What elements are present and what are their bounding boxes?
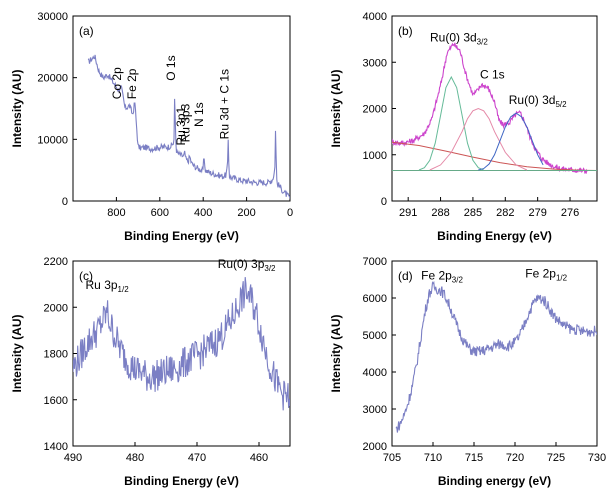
- x-tick-label: 276: [561, 207, 579, 219]
- y-tick-label: 1600: [44, 395, 68, 407]
- x-tick-label: 0: [287, 207, 293, 219]
- peak-annotation: Ru(0) 3p3/2: [218, 257, 276, 273]
- y-tick-label: 10000: [37, 134, 68, 146]
- peak-annotation: Ru(0) 3d3/2: [430, 30, 488, 46]
- peak-annotation: N 1s: [192, 102, 206, 127]
- x-tick-label: 730: [588, 452, 606, 464]
- y-tick-label: 2000: [363, 441, 387, 453]
- y-tick-label: 3000: [363, 57, 387, 69]
- x-tick-label: 725: [547, 452, 565, 464]
- y-tick-label: 4000: [363, 11, 387, 23]
- peak-annotation: Ru(0) 3d5/2: [509, 93, 567, 109]
- x-axis-title: Binding energy (eV): [438, 474, 551, 488]
- y-tick-label: 5000: [363, 330, 387, 342]
- series-line-trace: [87, 54, 290, 199]
- series-line-trace: [395, 280, 597, 433]
- y-tick-label: 1000: [363, 150, 387, 162]
- y-tick-label: 0: [381, 196, 387, 208]
- chart-panel-d: 2000 3000 4000 5000 6000 7000 705 710 715 720 725 7…: [329, 256, 606, 488]
- panel-label: (b): [398, 24, 413, 38]
- peak-annotation: O 1s: [164, 55, 178, 80]
- y-axis-title: Intensity (AU): [10, 314, 24, 392]
- y-tick-label: 2000: [363, 104, 387, 116]
- peak-annotation: C 1s: [480, 67, 505, 81]
- plot-frame: [391, 260, 598, 447]
- series-line-background: [392, 141, 597, 171]
- y-tick-label: 2000: [44, 302, 68, 314]
- x-tick-label: 715: [465, 452, 483, 464]
- peak-annotation: Ru 3d + C 1s: [217, 69, 231, 139]
- series-line-peak3: [478, 112, 544, 171]
- y-tick-label: 6000: [363, 293, 387, 305]
- peak-annotation: Ru 3p3: [179, 103, 193, 142]
- x-tick-label: 285: [464, 207, 482, 219]
- x-tick-label: 710: [424, 452, 442, 464]
- y-axis-title: Intensity (AU): [329, 314, 343, 392]
- y-tick-label: 20000: [37, 73, 68, 85]
- peak-annotation: Fe 2p: [125, 68, 139, 99]
- peak-annotation: Fe 2p1/2: [525, 266, 567, 282]
- panel-label: (c): [79, 269, 93, 283]
- panel-label: (d): [398, 269, 413, 283]
- y-axis-title: Intensity (AU): [329, 69, 343, 147]
- x-tick-label: 470: [188, 452, 206, 464]
- y-tick-label: 30000: [37, 11, 68, 23]
- y-tick-label: 3000: [363, 404, 387, 416]
- x-tick-label: 282: [496, 207, 514, 219]
- chart-panel-b: 0 1000 2000 3000 4000 291 288 285 282 279 276 Bindi…: [329, 11, 598, 243]
- peak-annotation: Ru 3p1/2: [86, 278, 130, 294]
- x-tick-label: 200: [237, 207, 255, 219]
- y-tick-label: 1400: [44, 441, 68, 453]
- x-tick-label: 800: [107, 207, 125, 219]
- series-line-trace: [73, 277, 290, 411]
- series-line-envelope: [392, 42, 588, 175]
- plot-frame: [72, 15, 291, 202]
- x-tick-label: 400: [194, 207, 212, 219]
- series-line-peak2: [429, 107, 528, 171]
- x-axis-title: Binding Energy (eV): [124, 229, 239, 243]
- x-axis-title: Binding Energy (eV): [124, 474, 239, 488]
- x-axis-title: Binding Energy (eV): [437, 229, 552, 243]
- y-tick-label: 2200: [44, 256, 68, 268]
- x-tick-label: 460: [250, 452, 268, 464]
- y-tick-label: 0: [62, 196, 68, 208]
- y-tick-label: 4000: [363, 367, 387, 379]
- peak-annotation: Ru 3p1: [174, 106, 188, 145]
- x-tick-label: 291: [399, 207, 417, 219]
- x-tick-label: 480: [126, 452, 144, 464]
- x-tick-label: 600: [151, 207, 169, 219]
- x-tick-label: 705: [383, 452, 401, 464]
- peak-annotation: Fe 2p3/2: [421, 269, 463, 285]
- x-tick-label: 490: [64, 452, 82, 464]
- x-tick-label: 279: [528, 207, 546, 219]
- y-axis-title: Intensity (AU): [10, 69, 24, 147]
- chart-panel-a: 0 10000 20000 30000 800 600 400 200 0 Binding Ene…: [10, 11, 293, 243]
- peak-annotation: Co 2p: [110, 67, 124, 99]
- y-tick-label: 1800: [44, 349, 68, 361]
- panel-label: (a): [79, 24, 94, 38]
- series-line-peak1: [418, 75, 484, 171]
- x-tick-label: 720: [506, 452, 524, 464]
- y-tick-label: 7000: [363, 256, 387, 268]
- x-tick-label: 288: [431, 207, 449, 219]
- chart-panel-c: 1400 1600 1800 2000 2200 490 480 470 460 Binding …: [10, 256, 291, 488]
